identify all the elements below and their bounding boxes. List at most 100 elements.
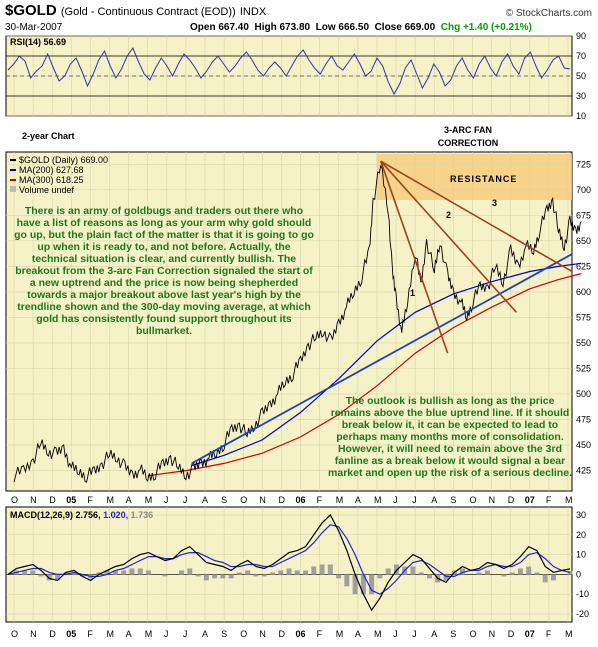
legend-swatch	[10, 186, 16, 192]
footer-x-label: A	[431, 629, 437, 639]
macd-y-tick: 0	[576, 569, 581, 579]
footer-x-label: A	[126, 629, 132, 639]
fan-correction-label: CORRECTION	[438, 138, 499, 148]
footer-x-label: J	[183, 629, 188, 639]
x-tick-label: F	[87, 495, 93, 505]
macd-histogram-bar	[311, 566, 317, 575]
x-tick-label: N	[30, 495, 36, 505]
macd-histogram-bar	[212, 574, 218, 579]
fan-number-1: 1	[410, 288, 415, 298]
x-tick-label: M	[145, 495, 153, 505]
footer-x-label: O	[11, 629, 18, 639]
footer-x-label: D	[49, 629, 56, 639]
footer-x-label: N	[489, 629, 496, 639]
fan-number-2: 2	[446, 210, 451, 220]
x-tick-label: J	[164, 495, 169, 505]
macd-histogram-bar	[38, 574, 44, 577]
macd-histogram-bar	[460, 568, 466, 575]
x-tick-label: 07	[525, 495, 535, 505]
macd-y-tick: 10	[576, 550, 586, 560]
x-tick-label: N	[259, 495, 266, 505]
high-value: High 673.80	[254, 22, 311, 33]
price-y-tick: 500	[576, 389, 591, 399]
x-tick-label: D	[508, 495, 515, 505]
macd-histogram-bar	[501, 574, 507, 577]
price-panel-bg	[5, 151, 573, 492]
price-y-tick: 450	[576, 440, 591, 450]
macd-histogram-bar	[286, 568, 292, 575]
macd-histogram-bar	[443, 574, 449, 581]
macd-histogram-bar	[567, 570, 573, 575]
x-tick-label: 06	[296, 495, 306, 505]
price-y-tick: 550	[576, 338, 591, 348]
chart-date: 30-Mar-2007	[5, 22, 63, 33]
macd-histogram-bar	[393, 564, 399, 575]
rsi-y-tick: 90	[576, 31, 586, 41]
macd-label-part: 2.756,	[76, 510, 104, 520]
legend-entry: MA(300) 618.25	[19, 175, 84, 185]
macd-histogram-bar	[360, 574, 366, 595]
footer-x-label: F	[317, 629, 323, 639]
open-value: Open 667.40	[190, 22, 249, 33]
rsi-y-tick: 50	[576, 71, 586, 81]
price-y-tick: 625	[576, 261, 591, 271]
fan-correction-label: 3-ARC FAN	[444, 125, 492, 135]
price-y-tick: 475	[576, 415, 591, 425]
macd-histogram-bar	[195, 574, 201, 577]
x-tick-label: F	[317, 495, 323, 505]
macd-histogram-bar	[542, 574, 548, 583]
footer-x-label: A	[355, 629, 361, 639]
macd-histogram-bar	[476, 572, 482, 575]
footer-x-label: A	[202, 629, 208, 639]
price-y-tick: 675	[576, 210, 591, 220]
macd-histogram-bar	[427, 574, 432, 579]
rsi-label: RSI(14) 56.69	[10, 37, 66, 47]
macd-histogram-bar	[63, 572, 69, 575]
price-y-tick: 425	[576, 466, 591, 476]
macd-histogram-bar	[369, 574, 375, 595]
footer-x-label: M	[565, 629, 573, 639]
macd-histogram-bar	[303, 570, 309, 575]
x-tick-label: S	[221, 495, 227, 505]
macd-histogram-bar	[96, 572, 102, 575]
macd-histogram-bar	[294, 570, 300, 575]
footer-x-label: D	[508, 629, 515, 639]
macd-label-part: 1.736	[131, 510, 154, 520]
macd-signal-line	[7, 524, 571, 595]
low-value: Low 666.50	[315, 22, 369, 33]
macd-histogram-bar	[137, 568, 143, 575]
macd-histogram-bar	[278, 570, 284, 575]
macd-histogram-bar	[385, 568, 391, 575]
symbol: $GOLD	[5, 2, 57, 19]
macd-histogram-bar	[534, 572, 540, 575]
footer-x-label: M	[374, 629, 382, 639]
macd-histogram-bar	[352, 574, 358, 595]
footer-x-label: J	[164, 629, 169, 639]
chart-title: $GOLD (Gold - Continuous Contract (EOD))…	[5, 2, 266, 19]
macd-histogram-bar	[203, 574, 209, 581]
comment-right: The outlook is bullish as long as the pr…	[328, 395, 572, 479]
macd-histogram-bar	[319, 564, 325, 575]
exchange: INDX	[239, 6, 267, 18]
footer-x-label: N	[30, 629, 36, 639]
ma300-line	[147, 272, 582, 477]
macd-histogram-bar	[245, 570, 251, 575]
x-tick-label: A	[202, 495, 208, 505]
macd-histogram-bar	[162, 574, 168, 577]
price-y-tick: 525	[576, 363, 591, 373]
macd-histogram-bar	[344, 574, 350, 587]
footer-x-label: F	[87, 629, 93, 639]
footer-x-label: F	[546, 629, 552, 639]
footer-x-label: N	[259, 629, 266, 639]
footer-x-label: 05	[66, 629, 76, 639]
legend-entry: MA(200) 627.68	[19, 165, 84, 175]
macd-histogram-bar	[112, 570, 118, 575]
macd-histogram-bar	[484, 570, 490, 575]
macd-histogram-bar	[336, 574, 342, 579]
macd-histogram-bar	[377, 574, 383, 579]
x-tick-label: N	[489, 495, 496, 505]
footer-x-label: J	[393, 629, 398, 639]
x-tick-label: J	[412, 495, 417, 505]
footer-x-label: S	[450, 629, 456, 639]
